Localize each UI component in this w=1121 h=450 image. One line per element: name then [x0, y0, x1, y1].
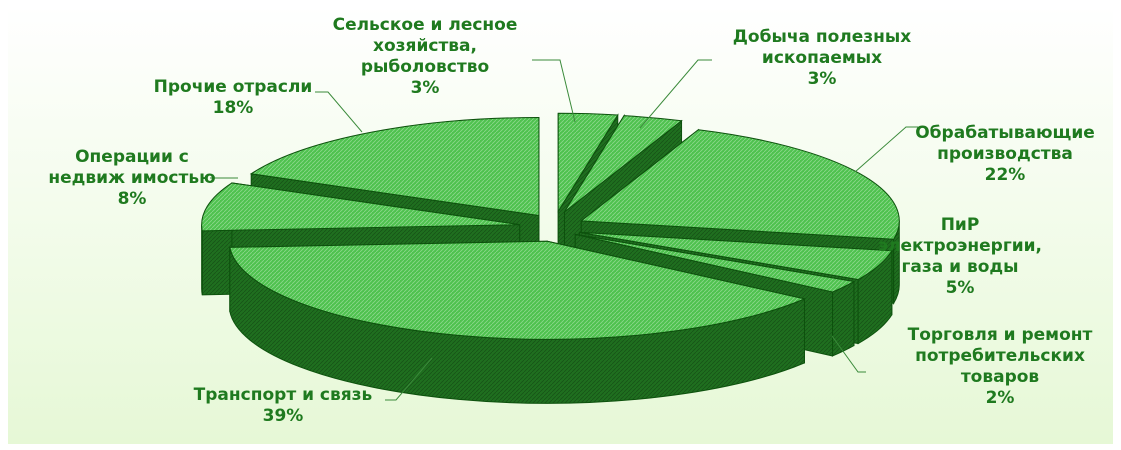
leader-line [854, 126, 918, 173]
leader-line [831, 335, 866, 373]
leader-line [385, 357, 433, 401]
slice-name-label: Обрабатывающие [915, 123, 1095, 143]
slice-label: Обрабатывающие производства 22% [915, 123, 1095, 185]
slice-label: Торговля и ремонт потребительских товаров 2… [908, 325, 1093, 408]
slice-label: ПиР электроэнергии, газа и воды 5% [878, 215, 1042, 298]
slice-value-label: 5% [946, 278, 975, 298]
slice-name-label: электроэнергии, [878, 236, 1042, 256]
slice-value-label: 22% [985, 165, 1026, 185]
slice-value-label: 39% [263, 406, 304, 426]
pie-slice-6 [201, 182, 520, 232]
slice-name-label: Транспорт и связь [194, 385, 373, 405]
pie-slice-3 [579, 231, 893, 281]
pie-slice-0 [557, 112, 619, 214]
slice-label: Прочие отрасли 18% [154, 77, 313, 118]
slice-value-label: 8% [118, 189, 147, 209]
pie-slice-1 [564, 115, 683, 213]
slice-labels: Сельское и лесное хозяйства, рыболовство 3%… [48, 15, 1094, 426]
pie-slice-5 [229, 240, 807, 340]
slice-label: Добыча полезных ископаемых 3% [733, 27, 912, 89]
slice-name-label: ПиР [941, 215, 980, 235]
slice-name-label: производства [937, 144, 1073, 164]
slice-value-label: 2% [986, 388, 1015, 408]
slice-name-label: Торговля и ремонт [908, 325, 1093, 345]
slice-label: Транспорт и связь 39% [194, 385, 373, 426]
slice-value-label: 18% [213, 98, 254, 118]
slice-name-label: товаров [961, 367, 1040, 387]
slice-name-label: рыболовство [361, 57, 489, 77]
slice-outer-wall [201, 224, 203, 295]
leader-line [639, 59, 712, 129]
slice-outer-wall [832, 280, 855, 357]
leader-lines [210, 59, 918, 401]
pie-slice-4 [575, 233, 856, 293]
leader-line [315, 91, 363, 133]
pie-slice-2 [579, 129, 900, 240]
slice-value-label: 3% [411, 78, 440, 98]
slice-name-label: Добыча полезных [733, 27, 912, 47]
slice-name-label: Сельское и лесное [333, 15, 518, 35]
slice-name-label: хозяйства, [373, 36, 477, 56]
leader-line [532, 59, 576, 123]
slice-name-label: ископаемых [762, 48, 882, 68]
slice-value-label: 3% [808, 69, 837, 89]
slice-name-label: Операции с [75, 147, 189, 167]
slice-name-label: Прочие отрасли [154, 77, 313, 97]
slice-tops [201, 112, 900, 340]
pie-slice-7 [249, 117, 540, 217]
slice-name-label: недвиж имостью [48, 168, 215, 188]
slice-name-label: газа и воды [902, 257, 1019, 277]
slice-label: Сельское и лесное хозяйства, рыболовство 3% [333, 15, 518, 98]
slice-label: Операции с недвиж имостью 8% [48, 147, 215, 209]
slice-name-label: потребительских [915, 346, 1085, 366]
